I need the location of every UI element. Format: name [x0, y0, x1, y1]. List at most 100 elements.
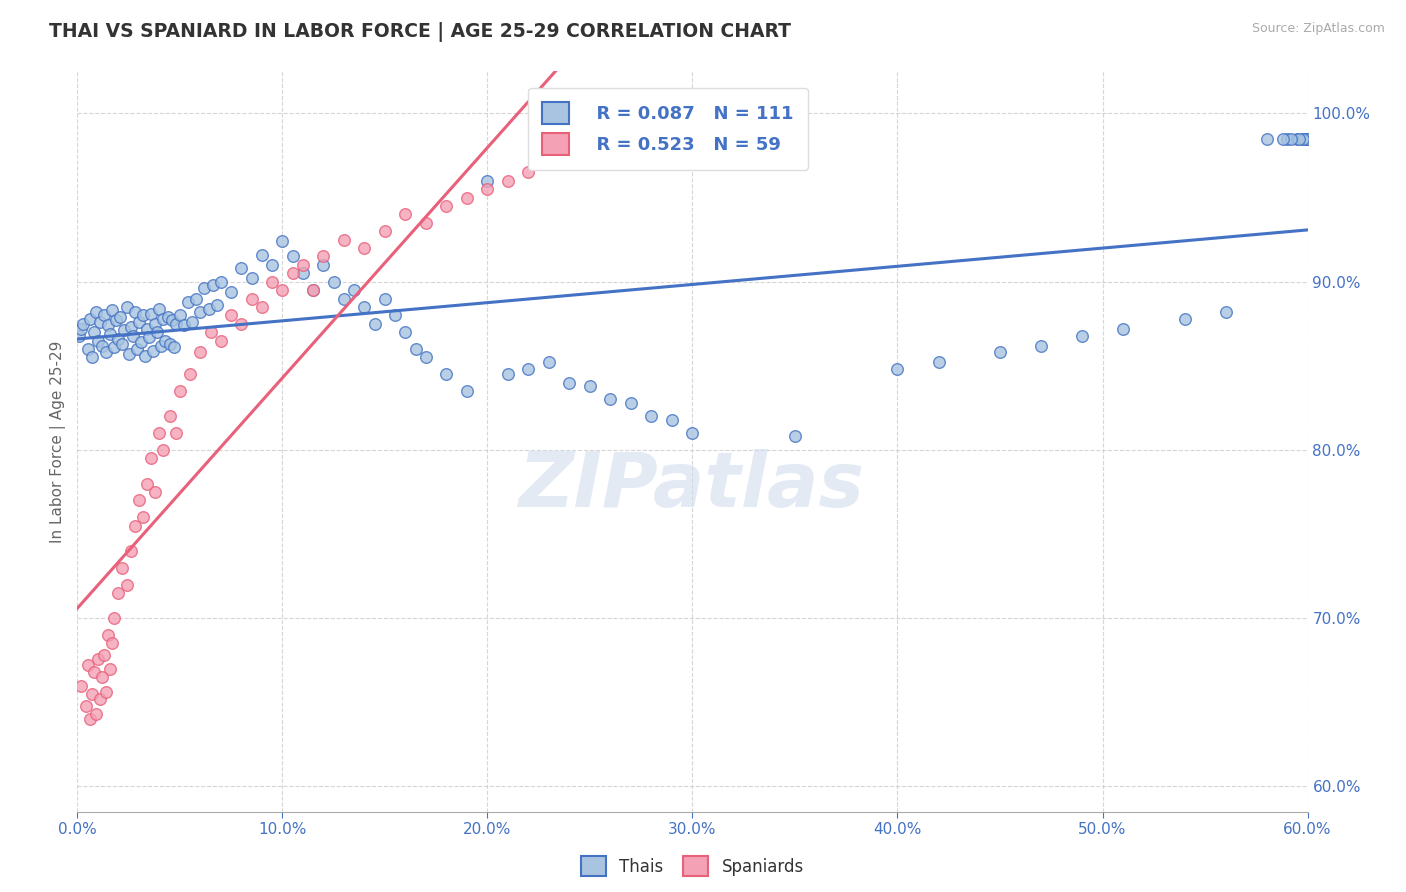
Point — [121, 328, 143, 343]
Point — [661, 412, 683, 426]
Point — [93, 309, 115, 323]
Point — [120, 320, 142, 334]
Point — [76, 342, 98, 356]
Point — [80, 351, 103, 365]
Text: ZIPatlas: ZIPatlas — [519, 449, 866, 523]
Point — [231, 261, 253, 276]
Point — [120, 544, 142, 558]
Point — [143, 485, 166, 500]
Point — [1272, 131, 1295, 145]
Point — [146, 325, 169, 339]
Point — [136, 476, 159, 491]
Point — [107, 586, 129, 600]
Point — [1029, 338, 1052, 352]
Point — [186, 292, 208, 306]
Point — [1296, 131, 1319, 145]
Point — [599, 131, 621, 145]
Point — [101, 303, 124, 318]
Point — [124, 305, 146, 319]
Point — [93, 648, 115, 663]
Point — [141, 451, 163, 466]
Point — [156, 310, 179, 324]
Point — [117, 347, 139, 361]
Point — [1071, 328, 1094, 343]
Point — [159, 337, 181, 351]
Point — [363, 317, 385, 331]
Point — [142, 343, 165, 358]
Point — [132, 309, 155, 323]
Point — [90, 338, 114, 352]
Point — [1292, 131, 1315, 145]
Point — [193, 281, 215, 295]
Point — [70, 322, 93, 336]
Point — [200, 325, 222, 339]
Point — [138, 330, 160, 344]
Point — [169, 384, 191, 398]
Point — [1112, 322, 1135, 336]
Point — [322, 275, 344, 289]
Point — [165, 426, 187, 441]
Point — [83, 665, 105, 679]
Point — [1174, 311, 1197, 326]
Point — [783, 429, 806, 443]
Point — [177, 294, 200, 309]
Point — [79, 712, 101, 726]
Point — [240, 271, 263, 285]
Point — [682, 426, 704, 441]
Point — [124, 518, 146, 533]
Point — [599, 392, 621, 407]
Point — [558, 376, 581, 390]
Point — [374, 224, 396, 238]
Point — [111, 337, 134, 351]
Point — [150, 338, 173, 352]
Point — [1292, 131, 1315, 145]
Point — [281, 266, 304, 280]
Point — [105, 313, 128, 327]
Point — [477, 174, 499, 188]
Point — [148, 301, 170, 316]
Point — [159, 409, 181, 424]
Point — [94, 345, 117, 359]
Point — [579, 379, 602, 393]
Point — [988, 345, 1011, 359]
Point — [333, 292, 356, 306]
Point — [353, 300, 375, 314]
Point — [84, 305, 107, 319]
Point — [886, 362, 908, 376]
Point — [129, 335, 152, 350]
Point — [111, 560, 134, 574]
Point — [250, 300, 273, 314]
Point — [89, 315, 111, 329]
Point — [103, 611, 125, 625]
Point — [160, 313, 183, 327]
Point — [231, 317, 253, 331]
Point — [219, 285, 242, 299]
Point — [181, 315, 204, 329]
Point — [240, 292, 263, 306]
Point — [209, 275, 232, 289]
Point — [517, 362, 540, 376]
Point — [136, 322, 159, 336]
Point — [415, 216, 437, 230]
Point — [103, 340, 125, 354]
Point — [456, 190, 478, 204]
Point — [262, 258, 284, 272]
Point — [107, 332, 129, 346]
Point — [148, 426, 170, 441]
Point — [1295, 131, 1317, 145]
Point — [1279, 131, 1302, 145]
Point — [134, 349, 156, 363]
Point — [110, 310, 132, 324]
Point — [262, 275, 284, 289]
Point — [271, 283, 294, 297]
Point — [394, 207, 416, 221]
Point — [143, 317, 166, 331]
Point — [98, 662, 121, 676]
Point — [1256, 131, 1278, 145]
Point — [517, 165, 540, 179]
Point — [75, 698, 97, 713]
Point — [436, 199, 458, 213]
Point — [132, 510, 155, 524]
Point — [405, 342, 427, 356]
Point — [67, 328, 90, 343]
